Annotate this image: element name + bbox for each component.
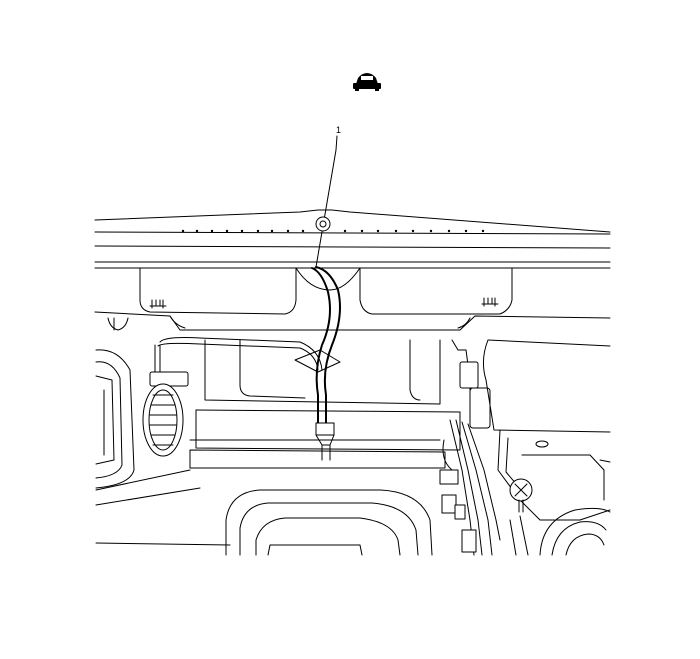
lower-duct (95, 489, 433, 556)
plenum-housing (94, 267, 611, 331)
cowl-rivets (181, 229, 485, 233)
callout-1: 1 (315, 125, 341, 268)
right-harness (439, 339, 501, 556)
vehicle-front-view-icon (353, 73, 381, 91)
callout-label-1: 1 (336, 125, 341, 135)
right-strut-tower (482, 339, 611, 556)
left-connector (95, 349, 201, 506)
cowl-panel (94, 209, 611, 269)
wiring-harness (154, 266, 341, 461)
center-housing (189, 339, 461, 469)
